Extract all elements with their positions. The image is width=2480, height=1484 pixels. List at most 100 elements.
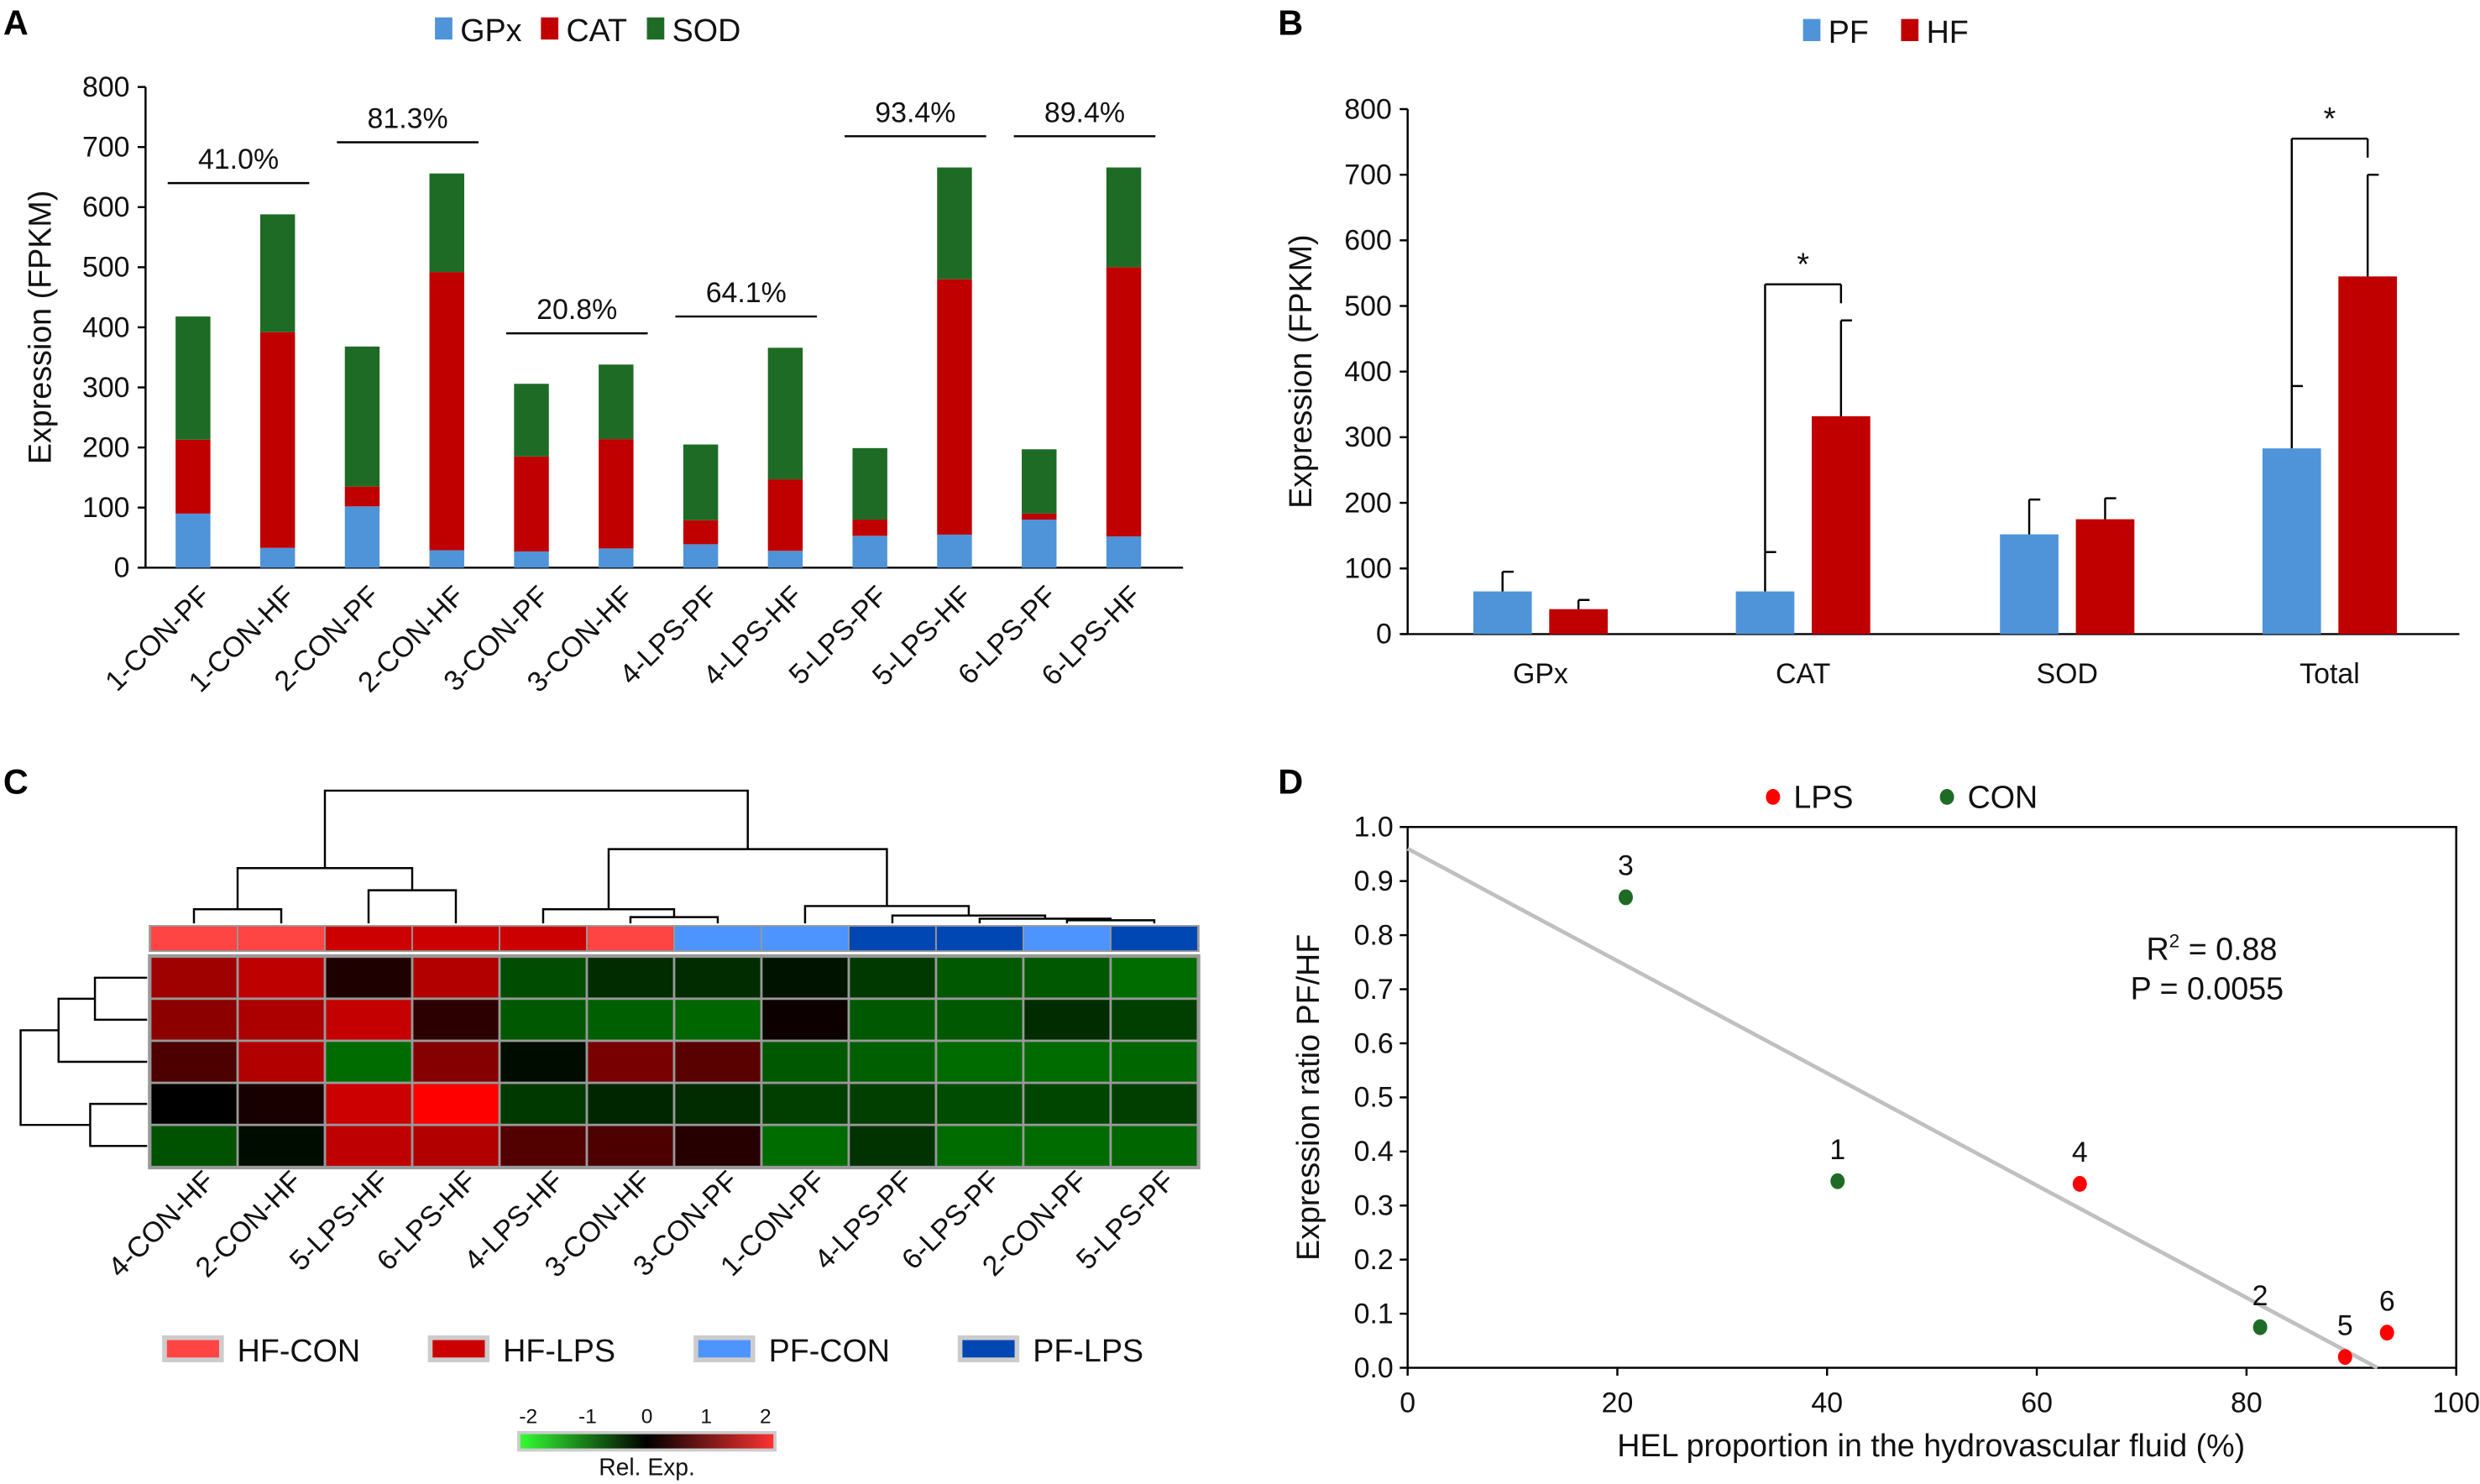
- colorbar-label: Rel. Exp.: [599, 1454, 695, 1481]
- heatmap-cell: [413, 1084, 499, 1124]
- group-legend-label: PF-LPS: [1033, 1333, 1143, 1368]
- annotation-cell-hf-con: [150, 926, 238, 951]
- heatmap-cell: [500, 1000, 586, 1040]
- heatmap-cell: [675, 1000, 761, 1040]
- panel-a-bar-sod: [259, 214, 296, 332]
- panel-a-bar-cat: [175, 439, 211, 514]
- column-dendrogram-link: [192, 907, 283, 924]
- legend-label-gpx: GPx: [460, 13, 521, 48]
- panel-a-bar-cat: [344, 486, 380, 507]
- annotation-cell-pf-lps: [1111, 926, 1197, 951]
- panel-d-x-tick-label: 20: [1602, 1387, 1634, 1419]
- panel-b-ylabel: Expression (FPKM): [1283, 234, 1318, 508]
- panel-b-bar-pf: [1735, 591, 1795, 635]
- panel-a-bar-gpx: [937, 534, 972, 568]
- heatmap-cell: [326, 958, 411, 998]
- heatmap-cell: [588, 1000, 673, 1040]
- panel-b-y-tick-label: 500: [1344, 290, 1392, 322]
- legend-swatch-hf: [1901, 18, 1919, 41]
- legend-label-lps: LPS: [1793, 780, 1853, 815]
- panel-a-percent-label: 89.4%: [1044, 97, 1125, 128]
- heatmap-cell: [675, 1084, 761, 1124]
- panel-a-bar-sod: [599, 364, 634, 440]
- annotation-cell-hf-lps: [500, 926, 587, 951]
- panel-a-bar-cat: [683, 520, 719, 545]
- color-scale-tick-label: 1: [700, 1405, 712, 1428]
- heatmap-cell: [500, 1084, 586, 1124]
- panel-a-y-tick-label: 200: [82, 431, 130, 463]
- panel-d-y-tick-label: 0.5: [1354, 1082, 1394, 1114]
- legend-swatch-cat: [541, 17, 559, 40]
- heatmap-cell: [762, 1126, 848, 1166]
- panel-a-bar-gpx: [852, 536, 887, 568]
- panel-b-bar-hf: [1812, 415, 1870, 635]
- panel-a-y-tick-label: 700: [82, 132, 130, 164]
- panel-label-b: B: [1278, 3, 1303, 42]
- heatmap-cell: [500, 1126, 586, 1166]
- panel-a-y-tick-label: 400: [82, 311, 130, 343]
- panel-b-bar-pf: [1473, 591, 1532, 635]
- row-dendrogram-link: [19, 1029, 91, 1126]
- p-value-label: P = 0.0055: [2131, 971, 2284, 1006]
- row-dendrogram-link: [93, 976, 148, 1022]
- heatmap-cell: [588, 1042, 673, 1082]
- heatmap-cell: [238, 1084, 324, 1124]
- column-dendrogram-link: [236, 867, 414, 910]
- panel-d-y-tick-label: 0.1: [1354, 1298, 1394, 1330]
- panel-a-bar-gpx: [175, 513, 211, 568]
- heatmap-cell: [238, 1042, 324, 1082]
- trendline: [1406, 846, 2378, 1370]
- data-point-label: 6: [2379, 1285, 2395, 1317]
- panel-a-bar-cat: [599, 439, 634, 549]
- heatmap-cell: [675, 1042, 761, 1082]
- heatmap-cell: [762, 958, 848, 998]
- panel-d-x-tick-label: 80: [2231, 1387, 2263, 1419]
- panel-b-y-tick-label: 400: [1344, 356, 1392, 388]
- legend-swatch-pf: [1802, 18, 1821, 41]
- panel-a-bar-cat: [514, 456, 549, 551]
- panel-d-x-tick-label: 60: [2021, 1387, 2053, 1419]
- heatmap-cell: [850, 1084, 935, 1124]
- panel-b-bar-hf: [2075, 519, 2135, 635]
- heatmap-cell: [937, 1042, 1023, 1082]
- panel-a-bar-cat: [937, 279, 972, 535]
- annotation-cell-pf-con: [674, 926, 761, 951]
- data-point-label: 2: [2252, 1280, 2268, 1312]
- group-legend-label: HF-LPS: [503, 1333, 615, 1368]
- panel-label-a: A: [3, 3, 29, 42]
- data-point-lps: [2337, 1349, 2352, 1366]
- heatmap-cell: [850, 1000, 935, 1040]
- heatmap-cell: [850, 1042, 935, 1082]
- panel-b-bar-hf: [2338, 276, 2398, 635]
- heatmap-cell: [151, 1000, 237, 1040]
- panel-a-y-tick-label: 100: [82, 492, 130, 524]
- panel-a-bar-cat: [429, 272, 464, 551]
- r-squared-label: R2 = 0.88: [2146, 930, 2277, 966]
- heatmap-cell: [413, 1000, 499, 1040]
- panel-d-x-tick-label: 0: [1400, 1387, 1415, 1419]
- annotation-cell-pf-con: [761, 926, 848, 951]
- heatmap-cell: [413, 958, 499, 998]
- heatmap-cell: [937, 1126, 1023, 1166]
- panel-a-ylabel: Expression (FPKM): [22, 191, 57, 464]
- group-legend-swatch-hf-lps: [427, 1335, 490, 1362]
- group-legend-swatch-hf-con: [162, 1335, 224, 1362]
- panel-a-bar-gpx: [514, 551, 549, 568]
- panel-d-y-tick-label: 0.2: [1354, 1244, 1394, 1276]
- heatmap-cell: [1024, 958, 1110, 998]
- panel-label-c: C: [3, 762, 29, 802]
- panel-b-x-tick-label: GPx: [1513, 658, 1568, 690]
- panel-d-plot-frame: [1406, 826, 2457, 1369]
- significance-star: *: [2324, 101, 2336, 136]
- legend-label-cat: CAT: [566, 13, 627, 48]
- heatmap-cell: [1024, 1042, 1110, 1082]
- panel-a-bar-sod: [1106, 167, 1142, 268]
- legend-swatch-sod: [646, 17, 665, 40]
- annotation-cell-hf-con: [587, 926, 674, 951]
- panel-a-percent-label: 41.0%: [198, 144, 279, 175]
- panel-a-bar-gpx: [767, 551, 803, 568]
- group-legend-label: HF-CON: [238, 1333, 360, 1368]
- heatmap-cell: [675, 958, 761, 998]
- panel-b-bar-hf: [1549, 609, 1608, 635]
